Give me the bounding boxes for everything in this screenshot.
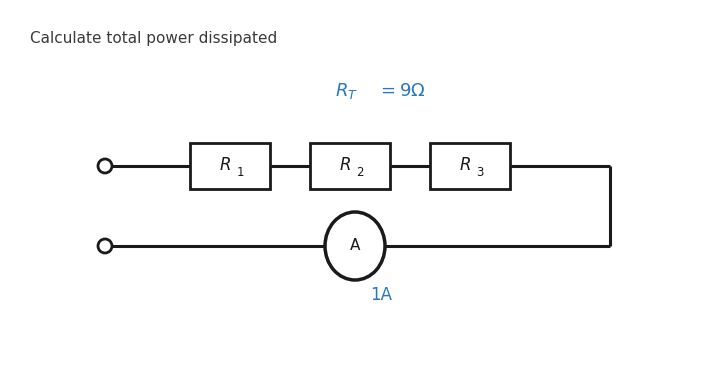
- FancyBboxPatch shape: [310, 143, 390, 189]
- Text: $R_T$: $R_T$: [335, 81, 358, 101]
- Text: Calculate total power dissipated: Calculate total power dissipated: [30, 31, 277, 46]
- FancyBboxPatch shape: [430, 143, 510, 189]
- FancyBboxPatch shape: [190, 143, 270, 189]
- Text: R: R: [459, 156, 471, 174]
- Text: 1A: 1A: [370, 286, 392, 304]
- Text: $= 9\Omega$: $= 9\Omega$: [377, 82, 426, 100]
- Text: R: R: [219, 156, 231, 174]
- Text: 2: 2: [356, 167, 364, 179]
- Text: R: R: [339, 156, 351, 174]
- Text: A: A: [349, 238, 360, 253]
- Ellipse shape: [325, 212, 385, 280]
- Text: 3: 3: [476, 167, 484, 179]
- Text: 1: 1: [236, 167, 244, 179]
